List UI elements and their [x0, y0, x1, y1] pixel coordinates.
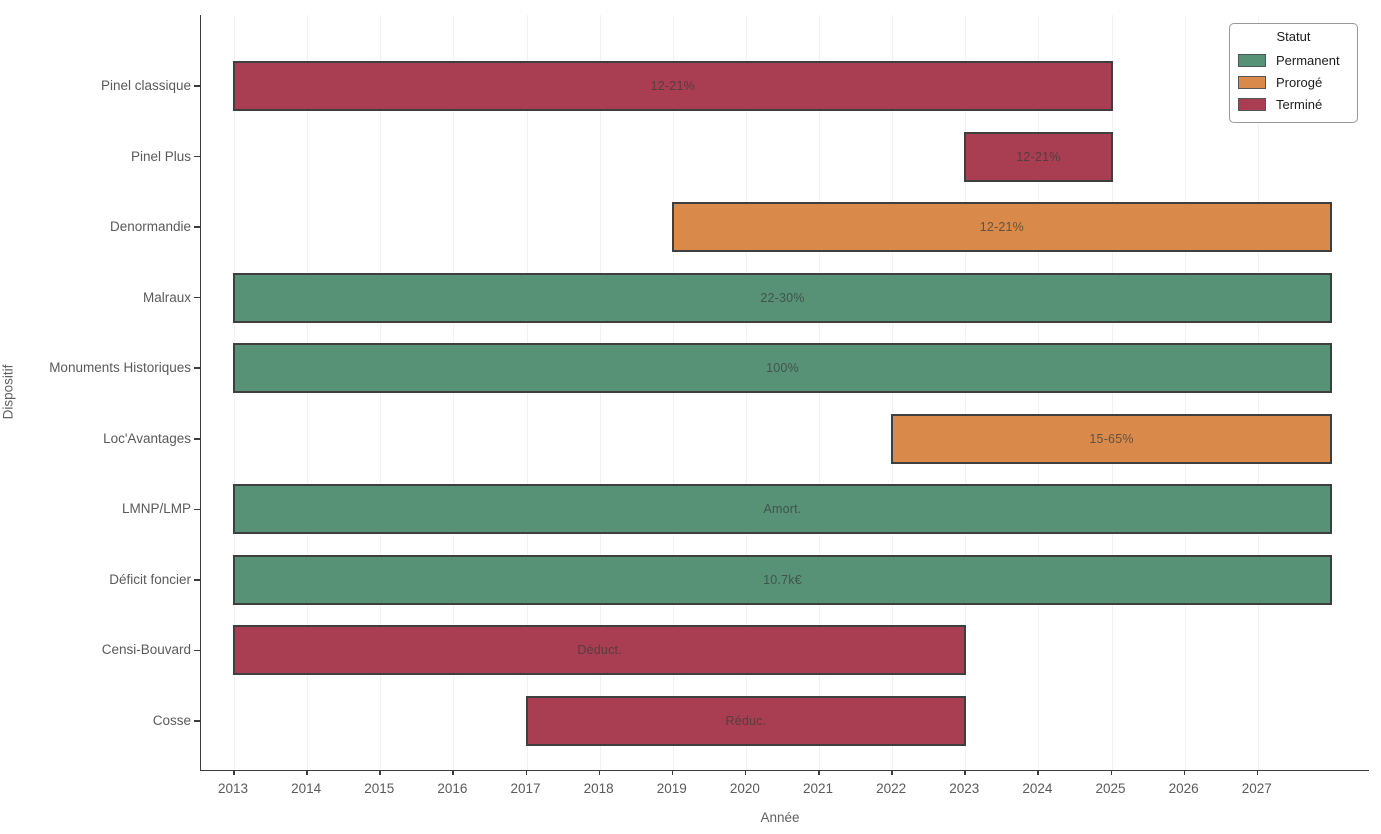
gantt-bar: 10.7k€ — [233, 554, 1332, 605]
x-tick-mark — [891, 770, 893, 775]
x-tick-label: 2021 — [803, 781, 834, 796]
legend-swatch — [1238, 75, 1266, 89]
gantt-bar: Réduc. — [525, 695, 967, 746]
y-axis-label: Dispositif — [0, 364, 16, 420]
y-tick-mark — [194, 367, 200, 369]
y-tick-label: Denormandie — [109, 219, 191, 235]
plot-area: 12-21% 12-21% 12-21% 22-30% 100% 15-65% Amort.… — [200, 15, 1369, 771]
gantt-bar: 12-21% — [233, 61, 1113, 111]
bar-label: 100% — [766, 361, 799, 376]
y-tick-mark — [194, 226, 200, 228]
y-tick-label: Cosse — [152, 712, 191, 728]
x-tick-label: 2013 — [217, 781, 249, 796]
x-tick-label: 2019 — [656, 781, 687, 796]
x-tick-mark — [1183, 770, 1186, 775]
x-tick-mark — [525, 770, 528, 775]
legend-title: Statut — [1276, 29, 1311, 44]
bar-label: 12-21% — [650, 79, 695, 93]
y-tick-label: Déficit foncier — [109, 571, 191, 587]
x-tick-mark — [964, 770, 966, 775]
legend-swatch — [1238, 97, 1266, 111]
y-tick-mark — [194, 85, 200, 87]
gantt-bar: 15-65% — [891, 413, 1332, 464]
x-tick-label: 2018 — [583, 781, 614, 796]
x-tick-label: 2017 — [510, 781, 541, 796]
x-tick-mark — [598, 770, 601, 775]
y-tick-mark — [194, 438, 200, 440]
y-tick-label: LMNP/LMP — [121, 501, 191, 517]
x-tick-label: 2025 — [1095, 781, 1126, 796]
y-tick-mark — [194, 649, 200, 652]
legend: Statut Permanent Prorogé Terminé — [1229, 23, 1358, 123]
x-tick-mark — [1110, 770, 1113, 775]
legend-entries: Permanent Prorogé Terminé — [1238, 49, 1349, 115]
bar-label: 10.7k€ — [763, 572, 802, 587]
y-tick-label: Loc'Avantages — [103, 430, 191, 446]
x-tick-label: 2026 — [1168, 781, 1199, 796]
y-tick-label: Pinel classique — [100, 78, 191, 93]
y-tick-mark — [194, 296, 200, 299]
bar-label: 15-65% — [1089, 431, 1134, 446]
x-tick-mark — [818, 770, 820, 775]
y-tick-mark — [194, 720, 200, 722]
x-tick-mark — [379, 770, 381, 775]
legend-swatch — [1238, 53, 1266, 67]
gantt-bar: 12-21% — [964, 131, 1113, 182]
bar-label: 12-21% — [1016, 149, 1061, 164]
x-tick-mark — [1256, 770, 1259, 775]
y-tick-mark — [194, 579, 200, 581]
x-tick-label: 2027 — [1241, 781, 1272, 796]
bar-label: Amort. — [763, 502, 802, 517]
x-tick-label: 2022 — [876, 781, 907, 796]
bar-label: Déduct. — [577, 643, 622, 658]
x-tick-label: 2015 — [364, 781, 395, 796]
x-tick-label: 2016 — [437, 781, 468, 796]
legend-entry: Prorogé — [1238, 71, 1349, 93]
legend-entry: Terminé — [1238, 93, 1349, 115]
legend-entry: Permanent — [1238, 49, 1349, 71]
gantt-bar: 100% — [233, 343, 1332, 394]
y-tick-label: Monuments Historiques — [49, 360, 191, 376]
x-tick-label: 2014 — [291, 781, 322, 796]
legend-entry-label: Prorogé — [1276, 74, 1323, 90]
x-tick-label: 2023 — [949, 781, 980, 796]
bar-label: Réduc. — [725, 713, 767, 728]
x-tick-label: 2024 — [1022, 781, 1053, 796]
x-axis-label: Année — [760, 810, 800, 825]
x-tick-mark — [671, 770, 674, 775]
y-tick-label: Pinel Plus — [130, 148, 191, 164]
y-tick-mark — [194, 508, 200, 511]
x-tick-label: 2020 — [729, 781, 760, 796]
gantt-bar: Déduct. — [233, 625, 967, 676]
gantt-bar: 22-30% — [233, 272, 1332, 323]
gantt-bar: 12-21% — [671, 202, 1332, 253]
legend-entry-label: Terminé — [1276, 96, 1323, 112]
x-tick-mark — [306, 770, 308, 775]
y-tick-label: Censi-Bouvard — [101, 642, 191, 658]
x-tick-mark — [233, 770, 235, 775]
gantt-bar: Amort. — [233, 484, 1332, 535]
x-tick-mark — [1037, 770, 1039, 775]
legend-entry-label: Permanent — [1276, 52, 1340, 68]
x-tick-mark — [744, 770, 747, 775]
bar-label: 22-30% — [760, 290, 805, 305]
x-tick-mark — [452, 770, 454, 775]
y-tick-label: Malraux — [142, 289, 191, 305]
y-tick-mark — [194, 155, 200, 158]
bar-label: 12-21% — [979, 220, 1024, 235]
